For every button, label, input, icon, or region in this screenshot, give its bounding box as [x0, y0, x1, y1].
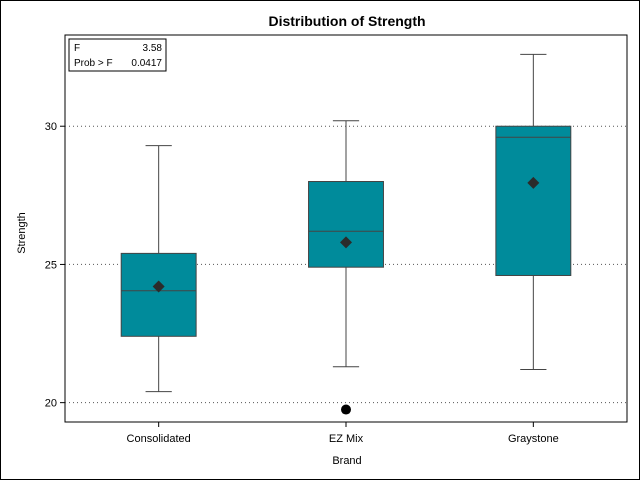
x-axis-label: Brand: [332, 455, 361, 467]
y-axis-label: Strength: [16, 212, 28, 254]
box-group-2: [495, 53, 572, 370]
iqr-box-0: [120, 252, 197, 337]
inset-p-label: Prob > F: [74, 58, 113, 69]
iqr-box-1: [308, 181, 384, 268]
x-axis: Consolidated EZ Mix Graystone: [127, 422, 559, 445]
box-group-1: [308, 120, 384, 415]
y-tick-label-20: 20: [45, 398, 57, 410]
box-group-0: [120, 145, 197, 393]
y-tick-label-30: 30: [45, 121, 57, 133]
y-axis: 20 25 30: [45, 121, 65, 410]
y-tick-label-25: 25: [45, 259, 57, 271]
iqr-box-2: [495, 125, 572, 276]
mean-marker-2: [527, 176, 540, 189]
outlier-1-0: [341, 404, 351, 415]
inset-f-value: 3.58: [143, 43, 163, 54]
boxes-layer: [120, 53, 572, 415]
chart-title: Distribution of Strength: [268, 13, 425, 29]
stats-inset: F 3.58 Prob > F 0.0417: [68, 38, 167, 72]
x-tick-label-1: EZ Mix: [329, 433, 364, 445]
x-tick-label-0: Consolidated: [127, 433, 191, 445]
stats-inset-box: [68, 38, 167, 72]
mean-marker-1: [340, 236, 352, 249]
x-tick-label-2: Graystone: [508, 433, 559, 445]
inset-f-label: F: [74, 43, 80, 54]
mean-marker-0: [152, 280, 165, 293]
inset-p-value: 0.0417: [131, 58, 162, 69]
